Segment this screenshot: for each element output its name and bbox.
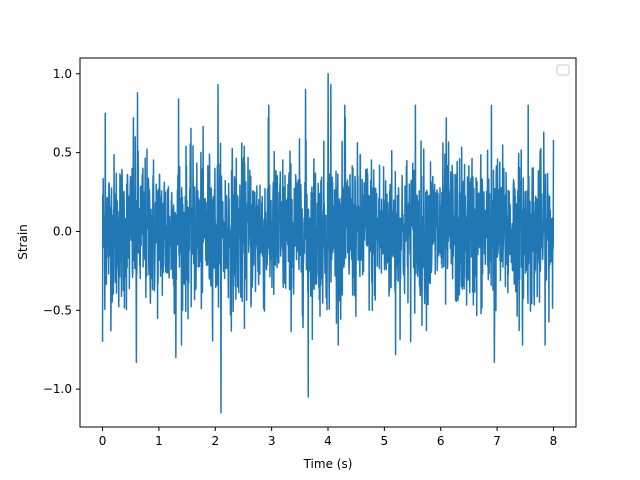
strain-series-line <box>101 73 555 414</box>
plot-layer <box>101 73 555 414</box>
x-tick-label: 7 <box>493 434 501 448</box>
y-tick-label: 0.5 <box>53 146 72 160</box>
y-tick-label: −0.5 <box>43 303 72 317</box>
y-axis-label: Strain <box>16 224 30 260</box>
x-tick-label: 0 <box>99 434 107 448</box>
y-tick-label: 0.0 <box>53 224 72 238</box>
x-tick-label: 5 <box>381 434 389 448</box>
x-axis-label: Time (s) <box>303 457 353 471</box>
y-tick-label: −1.0 <box>43 382 72 396</box>
x-axis: 0 1 2 3 4 5 6 7 8 <box>99 427 558 448</box>
x-tick-label: 1 <box>155 434 163 448</box>
legend-box <box>556 64 570 76</box>
x-tick-label: 3 <box>268 434 276 448</box>
x-tick-label: 6 <box>437 434 445 448</box>
y-axis: −1.0 −0.5 0.0 0.5 1.0 <box>43 67 80 396</box>
x-tick-label: 2 <box>211 434 219 448</box>
x-tick-label: 8 <box>550 434 558 448</box>
y-tick-label: 1.0 <box>53 67 72 81</box>
x-tick-label: 4 <box>324 434 332 448</box>
